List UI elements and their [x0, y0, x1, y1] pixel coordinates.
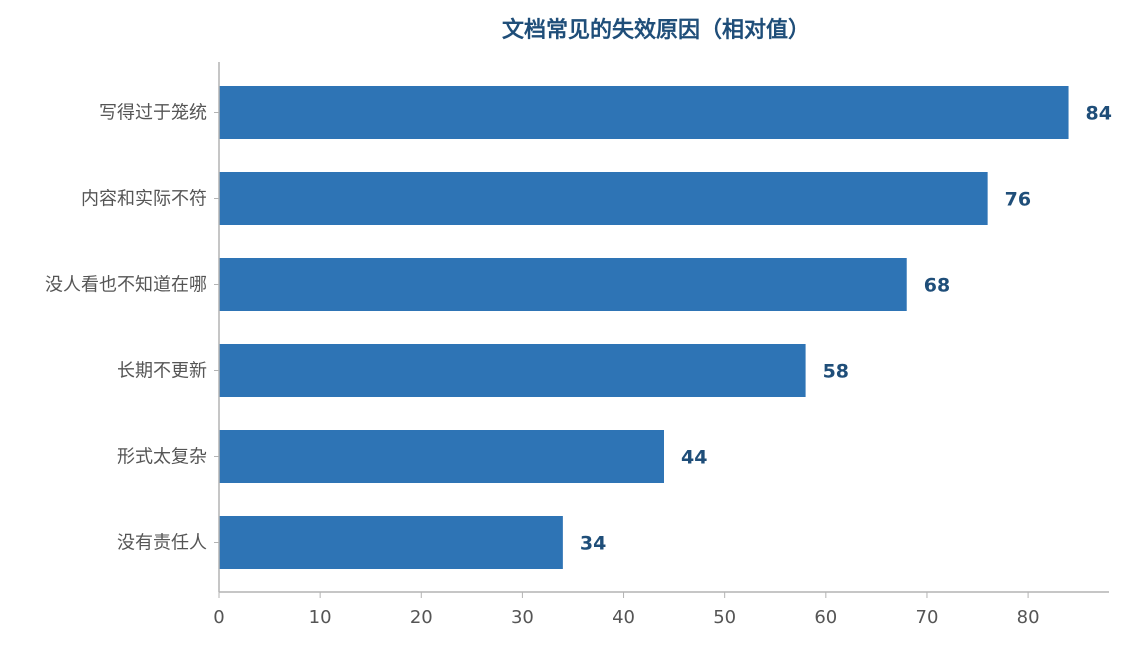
x-tick-label: 60	[814, 607, 837, 628]
value-label: 76	[1005, 189, 1031, 211]
category-label: 没有责任人	[117, 533, 207, 554]
bars-layer	[219, 86, 1069, 569]
x-tick-label: 40	[612, 607, 635, 628]
value-label: 84	[1086, 103, 1112, 125]
value-label: 58	[823, 361, 849, 383]
x-tick-label: 80	[1017, 607, 1040, 628]
category-label: 形式太复杂	[117, 447, 207, 468]
chart-title: 文档常见的失效原因（相对值）	[502, 17, 810, 43]
labels-layer: 写得过于笼统 84 内容和实际不符 76 没人看也不知道在哪 68 长期不更新 58 形式太复杂…	[45, 103, 1112, 629]
bar-0	[219, 86, 1069, 139]
bar-1	[219, 172, 988, 225]
value-label: 68	[924, 275, 950, 297]
x-tick-label: 20	[410, 607, 433, 628]
value-label: 44	[681, 447, 707, 469]
category-label: 没人看也不知道在哪	[45, 275, 207, 296]
category-label: 内容和实际不符	[81, 189, 207, 210]
category-label: 长期不更新	[117, 361, 207, 382]
bar-2	[219, 258, 907, 311]
bar-4	[219, 430, 664, 483]
x-tick-label: 70	[916, 607, 939, 628]
x-tick-label: 30	[511, 607, 534, 628]
x-tick-label: 0	[213, 607, 224, 628]
bar-5	[219, 516, 563, 569]
category-label: 写得过于笼统	[99, 103, 207, 124]
value-label: 34	[580, 533, 606, 555]
bar-3	[219, 344, 806, 397]
x-tick-label: 50	[713, 607, 736, 628]
x-tick-label: 10	[309, 607, 332, 628]
axes-layer	[214, 62, 1109, 598]
